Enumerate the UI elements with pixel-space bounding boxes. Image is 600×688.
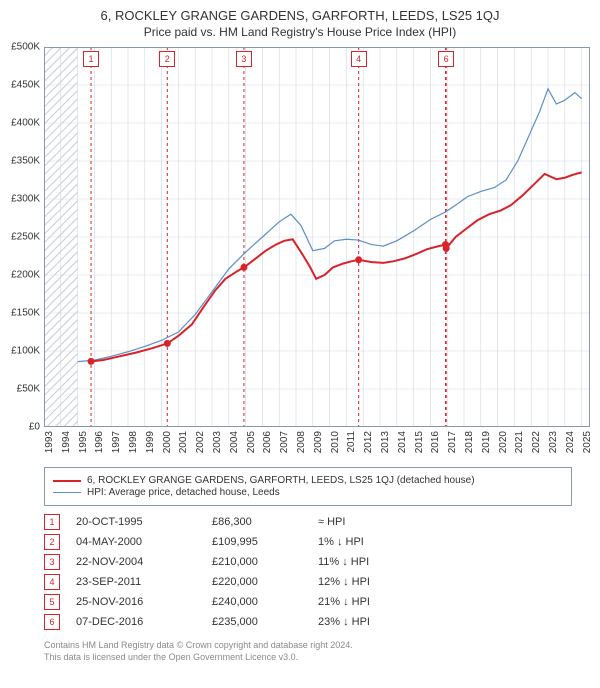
sale-row-price: £235,000 <box>212 616 302 628</box>
y-tick-label: £100K <box>11 346 40 357</box>
sale-row-date: 23-SEP-2011 <box>76 576 196 588</box>
sale-row-price: £86,300 <box>212 516 302 528</box>
legend-item-price-paid: 6, ROCKLEY GRANGE GARDENS, GARFORTH, LEE… <box>53 475 563 486</box>
chart-subtitle: Price paid vs. HM Land Registry's House … <box>0 25 600 39</box>
sale-marker-box: 1 <box>83 51 99 67</box>
x-tick-label: 2003 <box>212 431 223 453</box>
sale-row-price: £220,000 <box>212 576 302 588</box>
sale-row: 2 04-MAY-2000 £109,995 1% ↓ HPI <box>44 534 572 550</box>
sale-row: 6 07-DEC-2016 £235,000 23% ↓ HPI <box>44 614 572 630</box>
footer-attribution: Contains HM Land Registry data © Crown c… <box>44 640 572 663</box>
y-tick-label: £0 <box>29 422 40 433</box>
footer-line2: This data is licensed under the Open Gov… <box>44 652 572 664</box>
sale-row-price: £109,995 <box>212 536 302 548</box>
x-tick-label: 2020 <box>498 431 509 453</box>
x-tick-label: 1997 <box>111 431 122 453</box>
x-tick-label: 1994 <box>61 431 72 453</box>
x-tick-label: 2014 <box>397 431 408 453</box>
sale-row-index: 2 <box>44 534 60 550</box>
sale-row: 3 22-NOV-2004 £210,000 11% ↓ HPI <box>44 554 572 570</box>
x-tick-label: 2022 <box>531 431 542 453</box>
x-tick-label: 1999 <box>145 431 156 453</box>
y-tick-label: £350K <box>11 156 40 167</box>
sales-table: 1 20-OCT-1995 £86,300 ≈ HPI 2 04-MAY-2000 £109… <box>44 514 572 630</box>
x-tick-label: 2017 <box>447 431 458 453</box>
y-tick-label: £250K <box>11 232 40 243</box>
legend-label-hpi: HPI: Average price, detached house, Leed… <box>87 487 280 498</box>
legend-swatch-hpi <box>53 492 81 493</box>
sale-row-index: 5 <box>44 594 60 610</box>
x-tick-label: 2005 <box>246 431 257 453</box>
sale-marker-box: 2 <box>159 51 175 67</box>
y-tick-label: £200K <box>11 270 40 281</box>
sale-row-diff: 11% ↓ HPI <box>318 556 428 568</box>
x-tick-label: 2000 <box>162 431 173 453</box>
chart-svg <box>44 47 590 427</box>
x-tick-label: 2001 <box>178 431 189 453</box>
x-tick-label: 2016 <box>430 431 441 453</box>
sale-row-diff: 21% ↓ HPI <box>318 596 428 608</box>
y-tick-label: £400K <box>11 118 40 129</box>
x-tick-label: 1993 <box>44 431 55 453</box>
sale-row-index: 6 <box>44 614 60 630</box>
sale-row-index: 1 <box>44 514 60 530</box>
y-tick-label: £500K <box>11 42 40 53</box>
x-tick-label: 2007 <box>279 431 290 453</box>
legend-box: 6, ROCKLEY GRANGE GARDENS, GARFORTH, LEE… <box>44 467 572 506</box>
x-tick-label: 2018 <box>464 431 475 453</box>
x-tick-label: 2009 <box>313 431 324 453</box>
sale-row-diff: 23% ↓ HPI <box>318 616 428 628</box>
x-tick-label: 2019 <box>481 431 492 453</box>
y-tick-label: £150K <box>11 308 40 319</box>
legend-label-price-paid: 6, ROCKLEY GRANGE GARDENS, GARFORTH, LEE… <box>87 475 475 486</box>
sale-row-diff: ≈ HPI <box>318 516 428 528</box>
x-tick-label: 2023 <box>548 431 559 453</box>
sale-row-price: £210,000 <box>212 556 302 568</box>
sale-row-price: £240,000 <box>212 596 302 608</box>
x-tick-label: 1998 <box>128 431 139 453</box>
x-tick-label: 2008 <box>296 431 307 453</box>
x-tick-label: 2011 <box>346 431 357 453</box>
sale-row-date: 04-MAY-2000 <box>76 536 196 548</box>
sale-row: 4 23-SEP-2011 £220,000 12% ↓ HPI <box>44 574 572 590</box>
x-tick-label: 2013 <box>380 431 391 453</box>
y-tick-label: £450K <box>11 80 40 91</box>
sale-row-date: 25-NOV-2016 <box>76 596 196 608</box>
footer-line1: Contains HM Land Registry data © Crown c… <box>44 640 572 652</box>
legend-item-hpi: HPI: Average price, detached house, Leed… <box>53 487 563 498</box>
x-tick-label: 1996 <box>94 431 105 453</box>
sale-marker-box: 3 <box>236 51 252 67</box>
x-tick-label: 2010 <box>330 431 341 453</box>
x-tick-label: 2015 <box>414 431 425 453</box>
sale-row-diff: 1% ↓ HPI <box>318 536 428 548</box>
x-tick-label: 2006 <box>262 431 273 453</box>
sale-row-date: 07-DEC-2016 <box>76 616 196 628</box>
x-tick-label: 2021 <box>514 431 525 453</box>
x-tick-label: 2004 <box>229 431 240 453</box>
chart-container: 6, ROCKLEY GRANGE GARDENS, GARFORTH, LEE… <box>0 8 600 688</box>
sale-row-index: 3 <box>44 554 60 570</box>
x-tick-label: 2025 <box>582 431 593 453</box>
x-tick-label: 2012 <box>363 431 374 453</box>
x-tick-label: 1995 <box>78 431 89 453</box>
chart-title: 6, ROCKLEY GRANGE GARDENS, GARFORTH, LEE… <box>0 8 600 23</box>
sale-row: 1 20-OCT-1995 £86,300 ≈ HPI <box>44 514 572 530</box>
sale-row-date: 22-NOV-2004 <box>76 556 196 568</box>
y-tick-label: £50K <box>17 384 40 395</box>
sale-marker-box: 6 <box>438 51 454 67</box>
x-tick-label: 2002 <box>195 431 206 453</box>
legend-swatch-price-paid <box>53 480 81 482</box>
x-tick-label: 2024 <box>565 431 576 453</box>
sale-row-date: 20-OCT-1995 <box>76 516 196 528</box>
y-tick-label: £300K <box>11 194 40 205</box>
sale-row-index: 4 <box>44 574 60 590</box>
sale-marker-box: 4 <box>351 51 367 67</box>
sale-row-diff: 12% ↓ HPI <box>318 576 428 588</box>
sale-row: 5 25-NOV-2016 £240,000 21% ↓ HPI <box>44 594 572 610</box>
chart-plot-area: £0£50K£100K£150K£200K£250K£300K£350K£400… <box>44 47 590 427</box>
